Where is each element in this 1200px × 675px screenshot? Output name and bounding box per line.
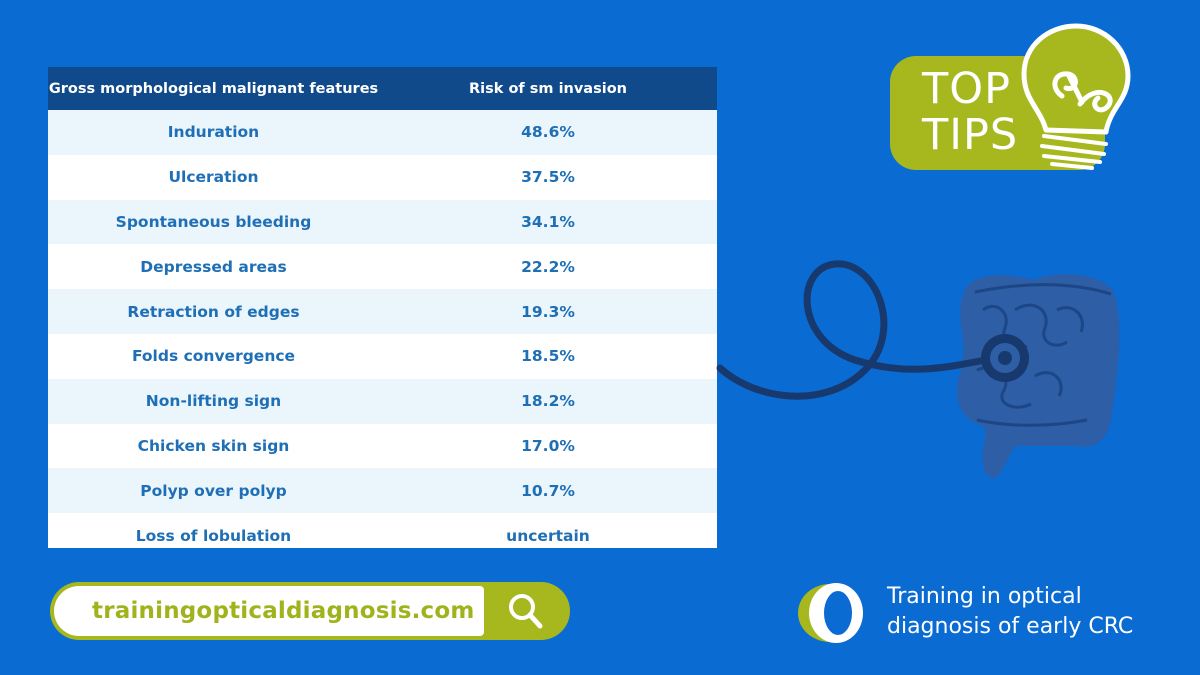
stethoscope-intestine-illustration [716, 260, 1120, 479]
risk-cell: 19.3% [521, 302, 575, 321]
header-risk: Risk of sm invasion [469, 80, 627, 97]
risk-cell: 37.5% [521, 168, 575, 187]
table-row: Folds convergence 18.5% [48, 333, 717, 379]
table-row: Non-lifting sign 18.2% [48, 378, 717, 424]
feature-cell: Folds convergence [131, 347, 296, 366]
risk-cell: uncertain [506, 526, 590, 545]
top-tips-line1: TOP [922, 64, 1012, 114]
risk-cell: 22.2% [521, 257, 575, 276]
top-tips-text: TOP TIPS [922, 66, 1018, 158]
table-row: Polyp over polyp 10.7% [48, 468, 717, 514]
table-row: Retraction of edges 19.3% [48, 289, 717, 334]
top-tips-line2: TIPS [922, 110, 1019, 160]
search-button[interactable] [480, 582, 570, 640]
header-features: Gross morphological malignant features [48, 80, 379, 97]
search-icon [509, 594, 543, 629]
feature-cell: Loss of lobulation [135, 526, 292, 545]
risk-cell: 18.5% [521, 347, 575, 366]
website-search-bar[interactable]: trainingopticaldiagnosis.com [50, 582, 570, 640]
table-row: Chicken skin sign 17.0% [48, 423, 717, 469]
risk-cell: 48.6% [521, 123, 575, 142]
lightbulb-icon [1021, 23, 1131, 170]
brand-logo-icon [798, 583, 863, 643]
risk-table: Gross morphological malignant features R… [48, 67, 717, 548]
risk-cell: 17.0% [521, 436, 575, 455]
table-row: Ulceration 37.5% [48, 154, 717, 200]
feature-cell: Polyp over polyp [140, 481, 287, 500]
brand-tagline: Training in optical diagnosis of early C… [887, 582, 1187, 642]
table-row: Loss of lobulation uncertain [48, 513, 717, 548]
table-body: Induration 48.6% Ulceration 37.5% Spontane… [48, 110, 717, 548]
table-row: Spontaneous bleeding 34.1% [48, 199, 717, 245]
risk-cell: 10.7% [521, 481, 575, 500]
table-row: Depressed areas 22.2% [48, 244, 717, 290]
risk-cell: 18.2% [521, 392, 575, 411]
feature-cell: Non-lifting sign [145, 392, 282, 411]
feature-cell: Chicken skin sign [137, 436, 290, 455]
brand-line2: diagnosis of early CRC [887, 614, 1134, 639]
feature-cell: Ulceration [168, 168, 259, 187]
website-url: trainingopticaldiagnosis.com [54, 586, 484, 636]
feature-cell: Depressed areas [140, 257, 287, 276]
brand-line1: Training in optical [887, 584, 1082, 609]
table-row: Induration 48.6% [48, 110, 717, 155]
feature-cell: Spontaneous bleeding [115, 212, 312, 231]
risk-cell: 34.1% [521, 212, 575, 231]
table-header: Gross morphological malignant features R… [48, 67, 717, 110]
feature-cell: Induration [167, 123, 260, 142]
feature-cell: Retraction of edges [127, 302, 300, 321]
